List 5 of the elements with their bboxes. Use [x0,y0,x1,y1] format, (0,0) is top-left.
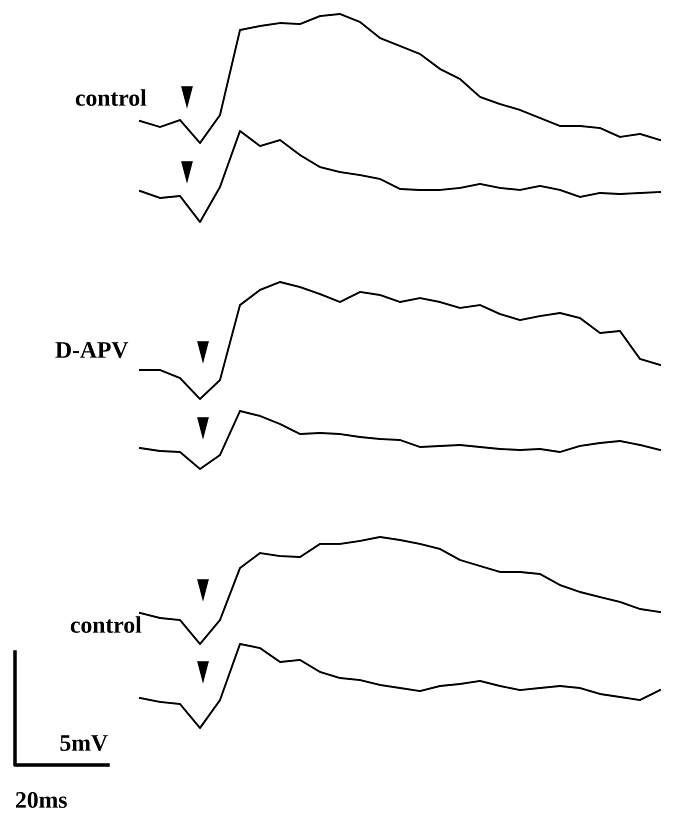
text: 20ms [16,792,67,808]
text: 5mV [60,735,108,752]
annotation: control [76,89,146,106]
annotation: control [70,616,142,633]
text: D-APV [55,342,128,358]
